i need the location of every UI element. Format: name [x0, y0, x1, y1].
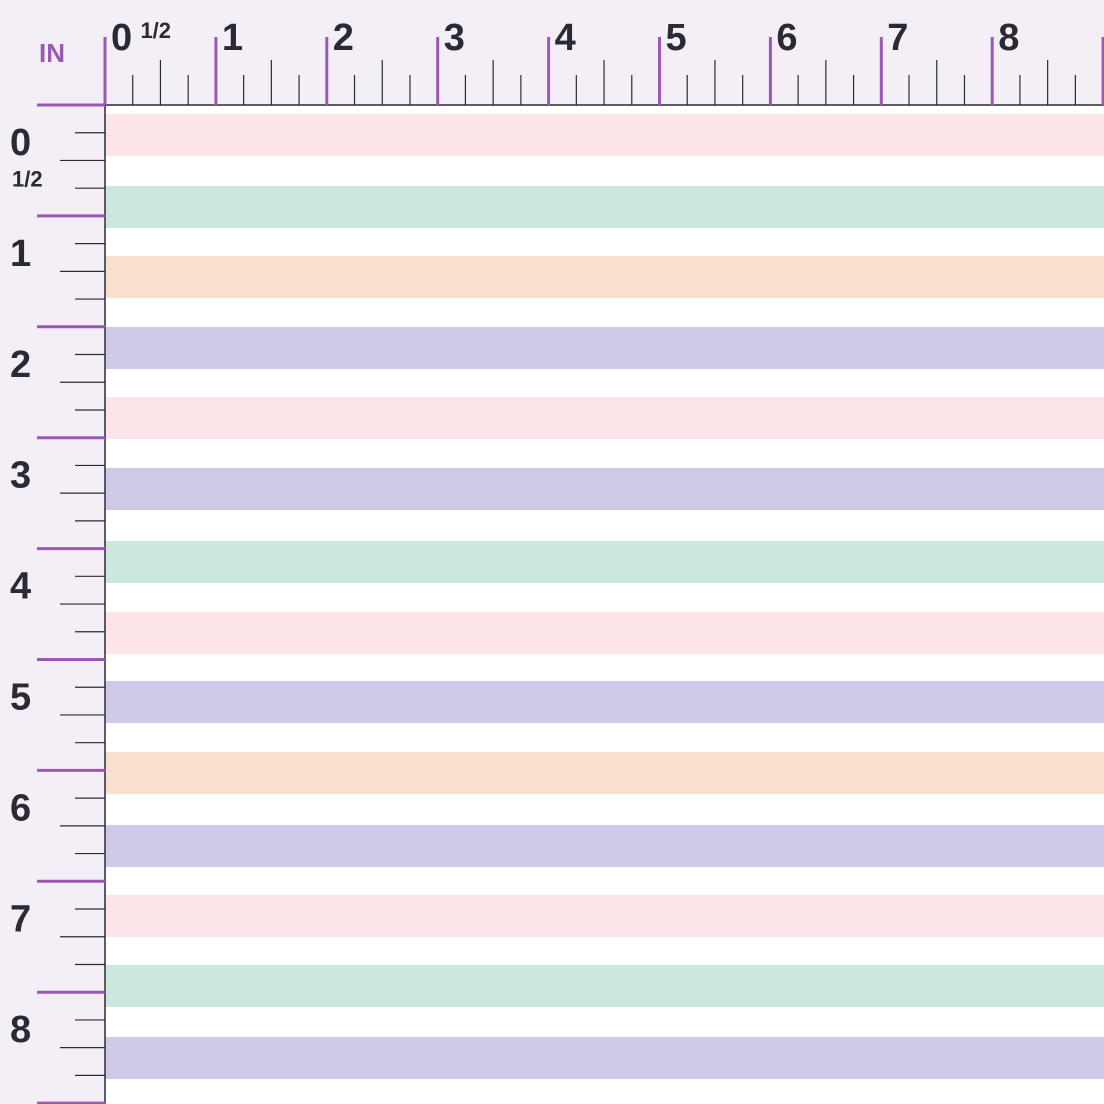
top-label: 4	[555, 17, 576, 59]
left-label: 2	[10, 344, 31, 386]
top-label: 7	[887, 17, 908, 59]
stripe	[105, 468, 1104, 510]
stripe	[105, 397, 1104, 439]
stripe	[105, 541, 1104, 583]
stripe	[105, 186, 1104, 228]
left-label: 5	[10, 677, 31, 719]
stripe	[105, 327, 1104, 369]
left-label: 1	[10, 233, 31, 275]
fabric	[105, 105, 1104, 1104]
stripe	[105, 1037, 1104, 1079]
stripe	[105, 965, 1104, 1007]
top-label: 3	[444, 17, 465, 59]
stripe	[105, 895, 1104, 937]
left-label: 8	[10, 1009, 31, 1051]
top-label: 2	[333, 17, 354, 59]
top-label: 6	[776, 17, 797, 59]
left-label: 0	[10, 122, 31, 164]
stripes	[105, 114, 1104, 1079]
top-label: 0	[111, 17, 132, 59]
left-label: 1/2	[12, 166, 43, 191]
top-label: 1/2	[140, 18, 171, 43]
unit-label: IN	[39, 38, 65, 68]
left-label: 7	[10, 898, 31, 940]
stripe	[105, 256, 1104, 298]
stripe	[105, 612, 1104, 654]
top-label: 5	[666, 17, 687, 59]
left-label: 3	[10, 455, 31, 497]
stripe	[105, 114, 1104, 156]
left-label: 4	[10, 566, 31, 608]
stripe	[105, 752, 1104, 794]
top-label: 8	[998, 17, 1019, 59]
left-label: 6	[10, 787, 31, 829]
stripe	[105, 825, 1104, 867]
top-label: 1	[222, 17, 243, 59]
stripe	[105, 681, 1104, 723]
